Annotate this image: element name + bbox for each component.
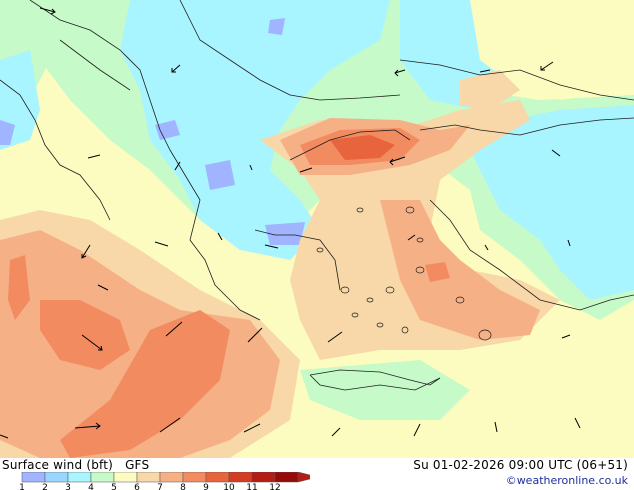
legend-tick-label: 12 — [269, 483, 280, 490]
field-bft7-west — [0, 230, 280, 458]
product-title: Surface wind (bft) GFS — [2, 458, 149, 472]
legend-tick-label: 7 — [157, 483, 163, 490]
field-bft3-balkans — [120, 0, 390, 260]
wind-arrows — [0, 7, 581, 439]
field-bft8-south — [60, 310, 230, 458]
field-bft2-4 — [0, 120, 15, 145]
product-name: Surface wind (bft) — [2, 458, 114, 472]
legend-tick-label: 3 — [65, 483, 71, 490]
legend-tick-label: 5 — [111, 483, 117, 490]
legend-swatch — [274, 472, 299, 483]
coastlines — [0, 0, 634, 391]
field-bft9-thrace — [330, 135, 395, 160]
field-bft2-2 — [205, 160, 235, 190]
field-bft3-anatolia — [460, 105, 634, 300]
legend-ticks: 1 2 3 4 5 6 7 8 9 10 11 12 — [19, 483, 281, 490]
wind-map — [0, 0, 634, 458]
legend-tick-label: 1 — [19, 483, 25, 490]
color-legend: 1 2 3 4 5 6 7 8 9 10 11 12 — [19, 472, 310, 490]
field-bft2-5 — [268, 18, 285, 35]
legend-tick-label: 2 — [42, 483, 48, 490]
legend-swatch — [21, 472, 46, 483]
legend-tick-label: 6 — [134, 483, 140, 490]
legend-swatch — [90, 472, 115, 483]
legend-swatch — [67, 472, 92, 483]
legend-swatch — [136, 472, 161, 483]
field-bft5-2 — [0, 130, 230, 300]
legend-tick-label: 9 — [203, 483, 209, 490]
field-bft7-dodecanese — [380, 200, 540, 340]
model-name: GFS — [125, 458, 150, 472]
legend-swatch — [44, 472, 69, 483]
legend-swatch — [159, 472, 184, 483]
field-bft2-3 — [265, 222, 305, 245]
field-bft2-1 — [155, 120, 180, 140]
field-bft8-west — [40, 300, 130, 370]
legend-swatch — [113, 472, 138, 483]
valid-time-label: Su 01-02-2026 09:00 UTC (06+51) — [413, 458, 628, 472]
field-bft5-1 — [480, 0, 634, 100]
legend-end-arrow — [297, 472, 310, 483]
islands — [316, 206, 492, 341]
legend-swatch — [251, 472, 276, 483]
legend-tick-label: 4 — [88, 483, 94, 490]
legend-tick-label: 11 — [246, 483, 257, 490]
field-bft8-rhodes — [425, 262, 450, 282]
legend-tick-label: 8 — [180, 483, 186, 490]
field-bft4-south — [300, 360, 470, 420]
copyright-link[interactable]: ©weatheronline.co.uk — [505, 474, 628, 487]
field-bft6-east — [460, 70, 520, 110]
field-bft8-west2 — [8, 255, 30, 320]
legend-tick-label: 10 — [223, 483, 235, 490]
legend-swatches — [21, 472, 310, 483]
legend-swatch — [205, 472, 230, 483]
legend-swatch — [182, 472, 207, 483]
legend-swatch — [228, 472, 253, 483]
